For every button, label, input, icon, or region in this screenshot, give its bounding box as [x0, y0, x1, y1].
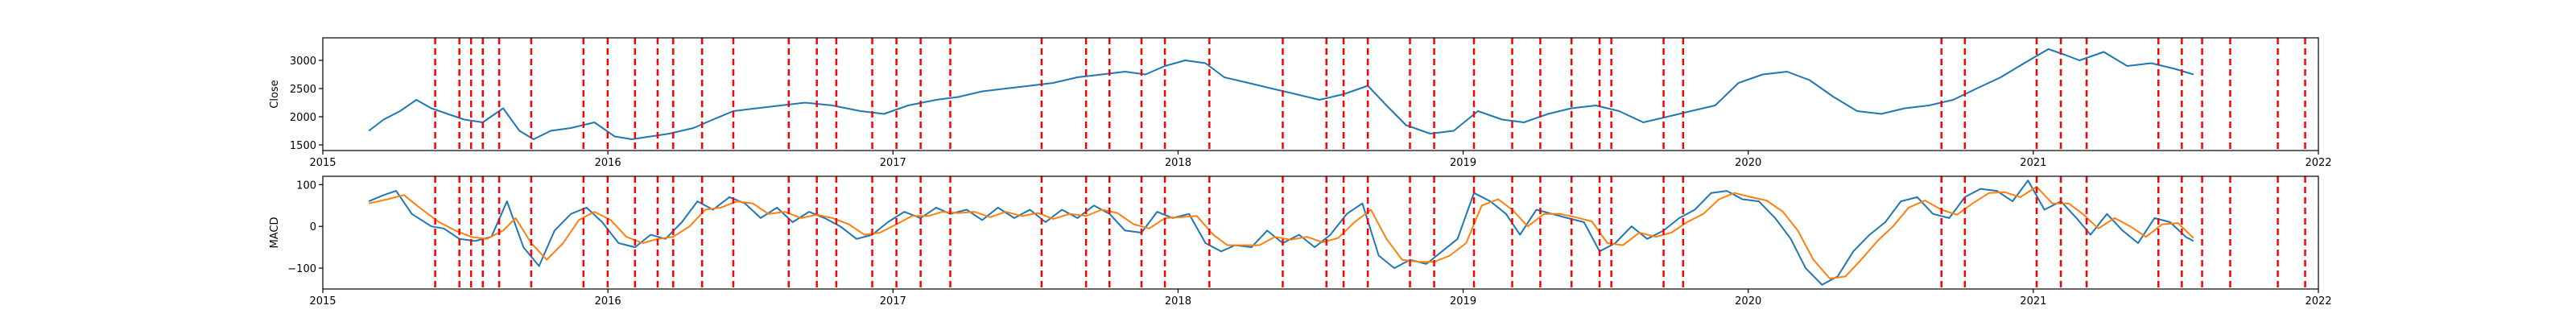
y-axis-label: Close	[269, 80, 281, 108]
y-axis-label: MACD	[269, 217, 281, 249]
x-tick-label: 2020	[1735, 157, 1761, 169]
axes-frame	[322, 37, 2319, 151]
x-tick-label: 2018	[1165, 295, 1191, 308]
x-tick-label: 2017	[880, 295, 906, 308]
x-tick-label: 2019	[1450, 157, 1476, 169]
x-tick-label: 2018	[1165, 157, 1191, 169]
close-price-panel: 2015 2016 2017 2018 2019 2020 2021 2022 1500 2000…	[269, 37, 2332, 169]
y-tick-label: 2500	[290, 84, 316, 96]
x-tick-label: 2016	[595, 295, 621, 308]
x-tick-label: 2022	[2305, 157, 2331, 169]
x-tick-label: 2020	[1735, 295, 1761, 308]
axes-frame	[322, 175, 2319, 290]
x-tick-label: 2016	[595, 157, 621, 169]
y-tick-label: 0	[310, 221, 316, 233]
x-tick-label: 2021	[2020, 157, 2046, 169]
y-tick-label: 100	[296, 180, 316, 192]
signal-line	[368, 186, 2194, 279]
x-tick-label: 2015	[309, 157, 336, 169]
x-tick-label: 2022	[2305, 295, 2331, 308]
y-tick-label: 2000	[290, 112, 316, 124]
close-line	[368, 48, 2194, 140]
y-tick-label: 3000	[290, 56, 316, 68]
x-tick-label: 2017	[880, 157, 906, 169]
macd-line	[368, 180, 2194, 286]
x-tick-label: 2015	[309, 295, 336, 308]
x-tick-label: 2021	[2020, 295, 2046, 308]
macd-panel: 2015 2016 2017 2018 2019 2020 2021 2022 −100 0 100…	[269, 175, 2332, 308]
x-tick-label: 2019	[1450, 295, 1476, 308]
y-tick-label: −100	[287, 263, 316, 275]
y-tick-label: 1500	[290, 140, 316, 152]
